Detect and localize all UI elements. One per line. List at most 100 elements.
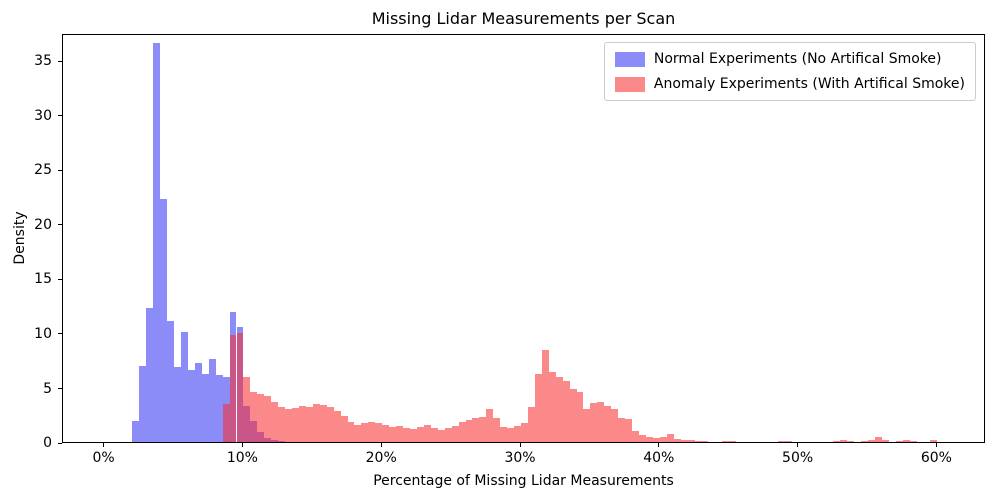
anomaly-histogram-bar	[222, 403, 230, 442]
anomaly-histogram-bar	[840, 440, 848, 442]
anomaly-histogram-bar	[652, 437, 660, 442]
x-tick-label: 30%	[504, 450, 536, 466]
x-tick-mark	[797, 443, 799, 447]
normal-histogram-bar	[194, 363, 202, 442]
x-tick-mark	[380, 443, 382, 447]
anomaly-histogram-bar	[541, 350, 549, 442]
anomaly-histogram-bar	[569, 388, 577, 442]
normal-histogram-bar	[201, 374, 209, 442]
x-tick-label: 40%	[643, 450, 675, 466]
anomaly-histogram-bar	[590, 402, 598, 442]
y-tick-label: 10	[34, 325, 52, 342]
x-tick-label: 60%	[920, 450, 952, 466]
anomaly-histogram-bar	[902, 440, 910, 442]
anomaly-histogram-bar	[597, 401, 605, 442]
anomaly-histogram-bar	[312, 403, 320, 442]
x-tick-label: 50%	[782, 450, 814, 466]
x-tick-mark	[241, 443, 243, 447]
anomaly-histogram-bar	[292, 408, 299, 442]
anomaly-histogram-bar	[250, 391, 258, 442]
anomaly-histogram-bar	[472, 418, 480, 442]
x-tick-label: 20%	[365, 450, 397, 466]
anomaly-histogram-bar	[625, 419, 633, 442]
anomaly-histogram-bar	[368, 422, 376, 442]
legend-label-anomaly: Anomaly Experiments (With Artifical Smok…	[653, 76, 965, 92]
normal-histogram-bar	[160, 198, 168, 442]
anomaly-histogram-bar	[375, 423, 383, 442]
anomaly-histogram-bar	[639, 435, 646, 442]
anomaly-histogram-bar	[236, 332, 244, 442]
y-tick-mark	[58, 169, 62, 171]
anomaly-histogram-bar	[264, 396, 272, 442]
anomaly-histogram-bar	[347, 422, 355, 442]
y-tick-label: 5	[43, 380, 52, 397]
legend-item-normal: Normal Experiments (No Artifical Smoke)	[614, 51, 965, 67]
anomaly-histogram-bar	[243, 376, 251, 442]
anomaly-histogram-bar	[229, 335, 237, 442]
y-tick-label: 15	[34, 271, 52, 288]
y-tick-mark	[58, 278, 62, 280]
anomaly-histogram-bar	[521, 423, 528, 442]
anomaly-histogram-bar	[909, 440, 917, 442]
normal-histogram-bar	[174, 366, 181, 442]
normal-histogram-bar	[153, 42, 161, 442]
anomaly-histogram-bar	[833, 440, 841, 442]
anomaly-histogram-bar	[868, 439, 875, 442]
normal-histogram-bar	[146, 307, 154, 442]
y-tick-mark	[58, 442, 62, 444]
anomaly-histogram-bar	[784, 441, 792, 442]
anomaly-histogram-bar	[458, 422, 466, 442]
normal-histogram-bar	[139, 365, 147, 442]
anomaly-histogram-bar	[611, 409, 619, 442]
anomaly-series-swatch	[614, 76, 645, 92]
anomaly-histogram-bar	[645, 436, 653, 442]
anomaly-histogram-bar	[666, 434, 674, 442]
y-tick-mark	[58, 224, 62, 226]
y-tick-label: 35	[34, 53, 52, 70]
x-tick-mark	[519, 443, 521, 447]
anomaly-histogram-bar	[534, 374, 542, 442]
anomaly-histogram-bar	[514, 425, 522, 442]
anomaly-histogram-bar	[632, 431, 639, 442]
anomaly-histogram-bar	[298, 406, 306, 442]
anomaly-histogram-bar	[930, 440, 938, 442]
anomaly-histogram-bar	[396, 425, 404, 442]
anomaly-histogram-bar	[403, 427, 410, 442]
anomaly-histogram-bar	[729, 441, 737, 442]
anomaly-histogram-bar	[409, 428, 417, 442]
x-tick-mark	[935, 443, 937, 447]
y-tick-label: 0	[43, 435, 52, 451]
anomaly-histogram-bar	[333, 411, 341, 442]
anomaly-histogram-bar	[583, 409, 591, 442]
anomaly-histogram-bar	[493, 418, 501, 442]
legend: Normal Experiments (No Artifical Smoke) …	[603, 42, 976, 101]
anomaly-histogram-bar	[278, 407, 286, 442]
normal-histogram-bar	[215, 375, 223, 442]
x-axis-label: Percentage of Missing Lidar Measurements	[373, 473, 674, 489]
anomaly-histogram-bar	[604, 406, 612, 442]
normal-histogram-bar	[132, 421, 140, 442]
x-tick-label: 10%	[226, 450, 258, 466]
anomaly-histogram-bar	[340, 415, 348, 442]
legend-label-normal: Normal Experiments (No Artifical Smoke)	[653, 51, 942, 67]
anomaly-histogram-bar	[694, 440, 702, 442]
anomaly-histogram-bar	[437, 430, 445, 442]
normal-series-swatch	[614, 51, 645, 67]
anomaly-histogram-bar	[548, 372, 556, 442]
y-tick-mark	[58, 333, 62, 335]
anomaly-histogram-bar	[874, 437, 882, 442]
anomaly-histogram-bar	[430, 427, 438, 442]
anomaly-histogram-bar	[479, 416, 487, 442]
chart-title: Missing Lidar Measurements per Scan	[371, 9, 676, 28]
anomaly-histogram-bar	[673, 438, 681, 442]
y-tick-mark	[58, 60, 62, 62]
anomaly-histogram-bar	[562, 380, 570, 442]
anomaly-histogram-bar	[722, 441, 730, 442]
anomaly-histogram-bar	[271, 401, 279, 442]
anomaly-histogram-bar	[354, 424, 362, 442]
anomaly-histogram-bar	[257, 394, 265, 442]
legend-item-anomaly: Anomaly Experiments (With Artifical Smok…	[614, 76, 965, 92]
x-tick-mark	[103, 443, 105, 447]
normal-histogram-bar	[187, 370, 195, 442]
